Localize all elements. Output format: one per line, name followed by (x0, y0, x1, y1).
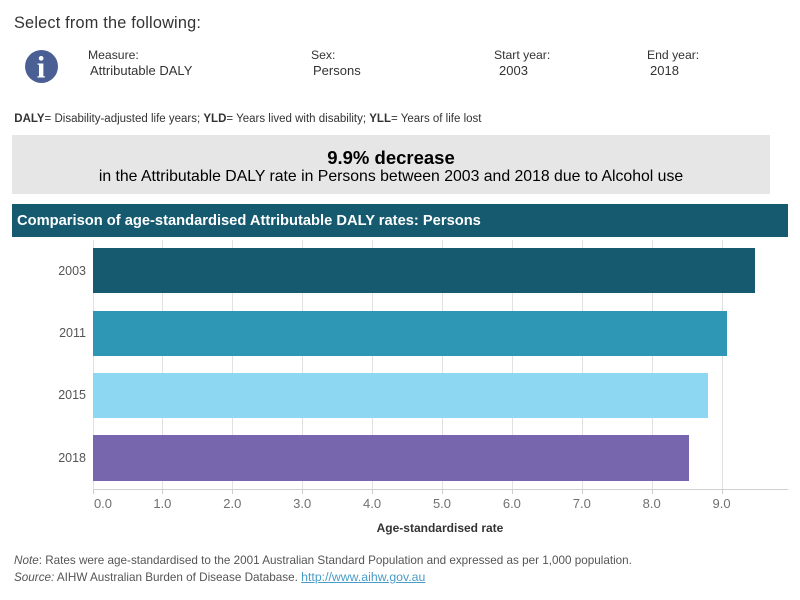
svg-text:i: i (37, 50, 46, 83)
